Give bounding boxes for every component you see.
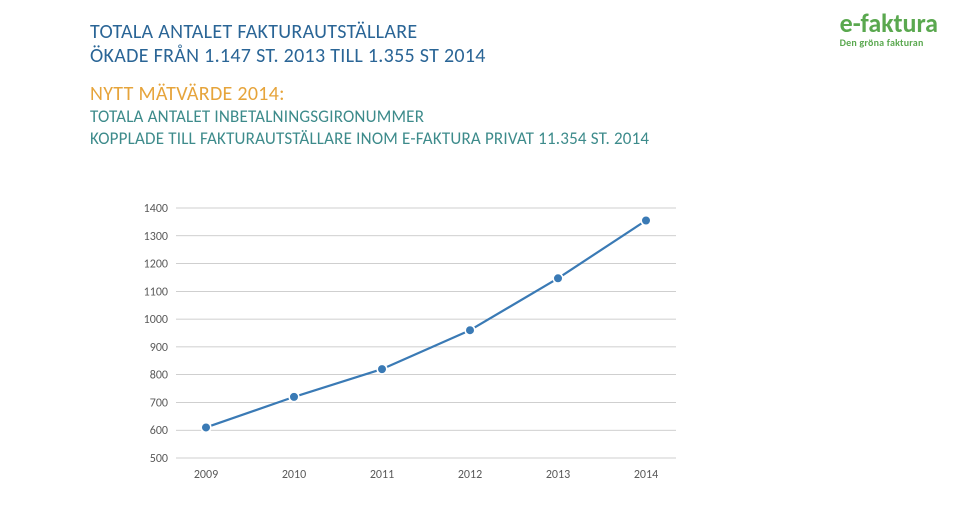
subtitle-teal-1: TOTALA ANTALET INBETALNINGSGIRONUMMER bbox=[90, 106, 960, 128]
x-tick-label: 2012 bbox=[458, 468, 482, 482]
y-tick-label: 1100 bbox=[144, 285, 168, 299]
y-tick-label: 800 bbox=[150, 369, 168, 383]
x-tick-label: 2009 bbox=[194, 468, 218, 482]
x-tick-label: 2014 bbox=[634, 468, 658, 482]
x-tick-label: 2013 bbox=[546, 468, 570, 482]
y-tick-label: 900 bbox=[150, 341, 168, 355]
data-point bbox=[377, 364, 387, 374]
y-tick-label: 500 bbox=[150, 452, 168, 466]
subtitle-orange: NYTT MÄTVÄRDE 2014: bbox=[90, 82, 960, 106]
y-tick-label: 1400 bbox=[144, 202, 168, 216]
data-point bbox=[465, 325, 475, 335]
y-tick-label: 1000 bbox=[144, 313, 168, 327]
data-point bbox=[201, 423, 211, 433]
y-tick-label: 1300 bbox=[144, 230, 168, 244]
x-tick-label: 2010 bbox=[282, 468, 306, 482]
subtitle-teal-2: KOPPLADE TILL FAKTURAUTSTÄLLARE INOM E-F… bbox=[90, 128, 960, 150]
logo: e-faktura Den gröna fakturan bbox=[840, 10, 938, 49]
y-tick-label: 1200 bbox=[144, 258, 168, 272]
heading-block: TOTALA ANTALET FAKTURAUTSTÄLLARE ÖKADE F… bbox=[0, 0, 960, 150]
y-tick-label: 600 bbox=[150, 424, 168, 438]
logo-brand: e-faktura bbox=[840, 10, 938, 36]
y-tick-label: 700 bbox=[150, 396, 168, 410]
data-point bbox=[553, 273, 563, 283]
series-line bbox=[206, 221, 646, 428]
title-line-1: TOTALA ANTALET FAKTURAUTSTÄLLARE bbox=[90, 20, 960, 44]
data-point bbox=[641, 216, 651, 226]
line-chart: 500 600 700 800 900 1000 1100 1200 1300 1400 2009 2… bbox=[120, 200, 680, 490]
data-point bbox=[289, 392, 299, 402]
logo-tagline: Den gröna fakturan bbox=[840, 36, 938, 49]
x-tick-label: 2011 bbox=[370, 468, 394, 482]
title-line-2: ÖKADE FRÅN 1.147 ST. 2013 TILL 1.355 ST … bbox=[90, 44, 960, 68]
